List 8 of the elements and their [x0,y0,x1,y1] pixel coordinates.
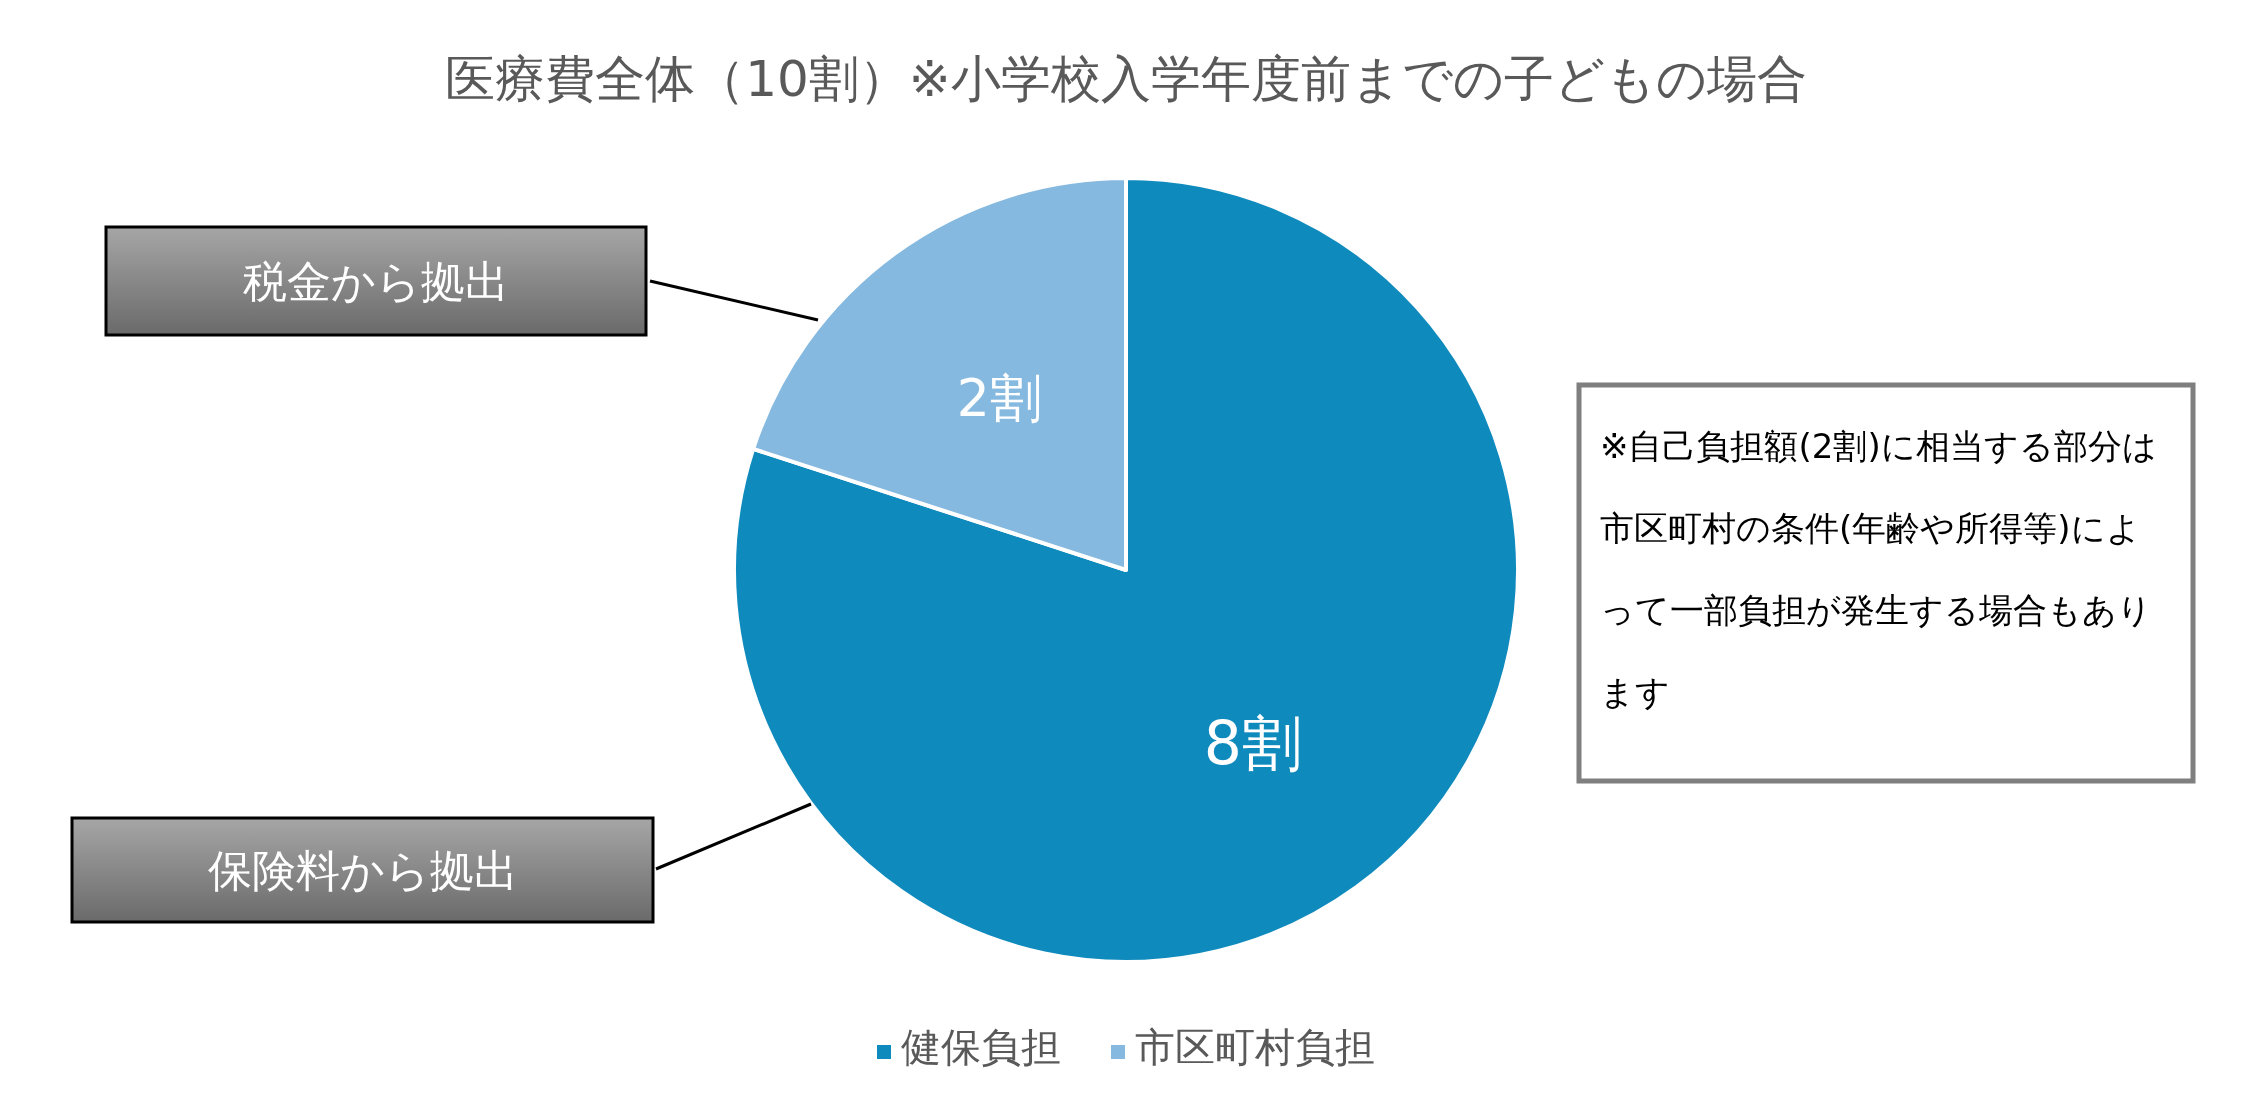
text: 保険料から拠出 [207,845,518,896]
text: 税金から拠出 [243,256,509,307]
data-label: 2割 [956,367,1042,428]
legend-label: 健保負担 [901,1024,1061,1070]
data-label: 8割 [1203,708,1302,779]
text: ※自己負担額(2割)に相当する部分は市区町村の条件(年齢や所得等)によって一部負担が発生する場合もあります [1600,426,2157,712]
legend-label: 市区町村負担 [1135,1024,1375,1070]
chart-title: 医療費全体（10割）※小学校入学年度前までの子どもの場合 [445,50,1807,108]
